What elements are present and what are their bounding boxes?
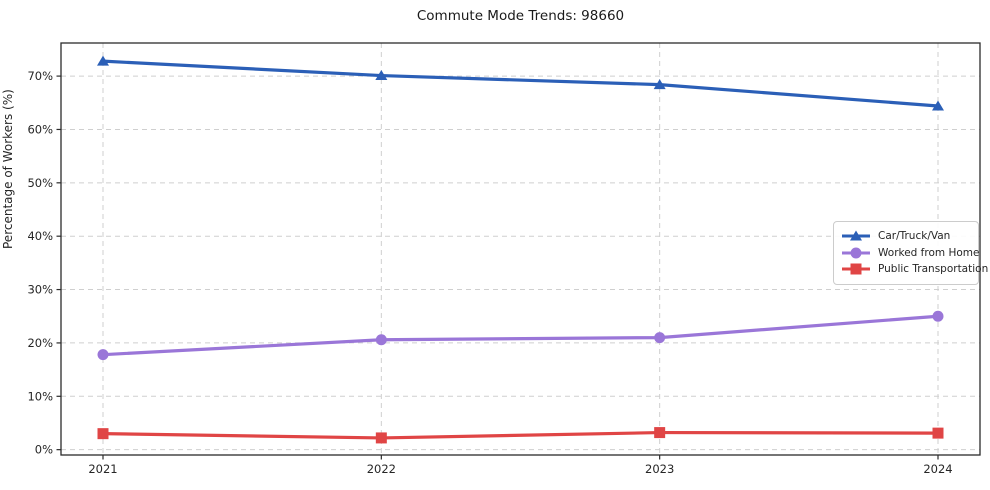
circle-marker — [850, 247, 862, 259]
square-marker — [654, 427, 666, 439]
y-tick-label: 10% — [27, 389, 53, 403]
triangle-marker — [932, 100, 944, 111]
x-tick-label: 2023 — [645, 462, 674, 476]
square-marker — [375, 432, 387, 444]
legend-label: Worked from Home — [878, 246, 980, 259]
series-line-worked-from-home — [101, 314, 940, 357]
legend-row: Worked from Home — [841, 245, 979, 262]
triangle-marker — [375, 70, 388, 81]
square-marker — [932, 427, 944, 439]
x-tick-label: 2021 — [88, 462, 117, 476]
legend-row: Car/Truck/Van — [841, 228, 970, 245]
y-tick-label: 20% — [27, 336, 53, 350]
y-tick-label: 60% — [27, 122, 53, 136]
y-tick-label: 50% — [27, 176, 53, 190]
square-marker — [97, 428, 109, 440]
y-tick-label: 70% — [27, 69, 53, 83]
triangle-marker — [850, 230, 862, 241]
legend-sample-line — [842, 230, 870, 241]
legend-label: Car/Truck/Van — [878, 230, 951, 243]
circle-marker — [932, 310, 944, 322]
x-tick-label: 2022 — [367, 462, 396, 476]
y-tick-label: 0% — [35, 443, 53, 457]
legend-sample-line — [842, 263, 870, 275]
circle-marker — [375, 334, 387, 346]
legend-sample-line — [842, 247, 870, 259]
circle-marker — [97, 349, 109, 361]
triangle-marker — [97, 55, 109, 66]
chart-title: Commute Mode Trends: 98660 — [416, 8, 625, 24]
y-tick-label: 40% — [27, 229, 53, 243]
legend-label: Public Transportation — [878, 263, 989, 276]
triangle-marker — [653, 79, 666, 90]
circle-marker — [654, 332, 666, 344]
x-tick-label: 2024 — [923, 462, 952, 476]
legend-row: Public Transportation — [841, 261, 988, 278]
y-tick-label: 30% — [27, 283, 53, 297]
plot-frame — [60, 42, 981, 456]
square-marker — [850, 263, 862, 275]
series-line-car-truck-van — [101, 59, 940, 108]
series-line-public-transportation — [101, 430, 940, 440]
legend: Car/Truck/Van Worked from Home Public Tran… — [833, 221, 988, 285]
